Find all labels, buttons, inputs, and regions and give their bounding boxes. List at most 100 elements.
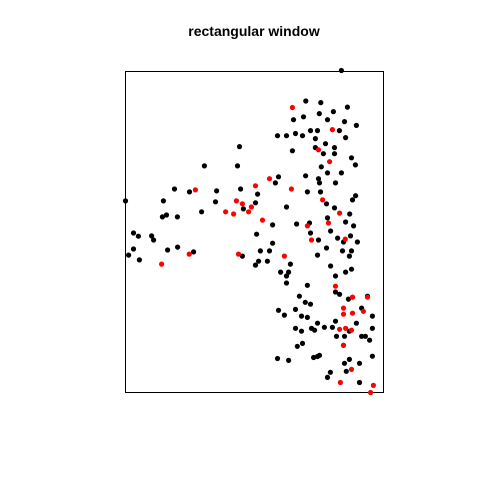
- red-point-8: [320, 197, 325, 202]
- black-point-27: [353, 162, 358, 167]
- black-point-41: [305, 189, 310, 194]
- black-point-85: [347, 254, 352, 259]
- black-point-34: [303, 173, 308, 178]
- black-point-66: [343, 219, 348, 224]
- black-point-128: [342, 334, 347, 339]
- red-point-38: [338, 380, 343, 385]
- black-point-114: [354, 321, 359, 326]
- red-point-2: [316, 147, 321, 152]
- black-point-28: [237, 144, 242, 149]
- black-point-48: [255, 192, 260, 197]
- black-point-112: [276, 308, 281, 313]
- black-point-87: [175, 245, 180, 250]
- black-point-32: [339, 170, 344, 175]
- black-point-13: [337, 128, 342, 133]
- black-point-151: [357, 380, 362, 385]
- black-point-6: [291, 117, 296, 122]
- black-point-145: [275, 356, 280, 361]
- black-point-111: [308, 302, 313, 307]
- red-point-12: [337, 211, 342, 216]
- red-point-20: [309, 237, 314, 242]
- black-point-44: [172, 186, 177, 191]
- black-point-14: [275, 133, 280, 138]
- chart-title: rectangular window: [188, 23, 320, 39]
- black-point-149: [328, 370, 333, 375]
- black-point-65: [270, 222, 275, 227]
- black-point-12: [308, 128, 313, 133]
- black-point-23: [321, 151, 326, 156]
- black-point-68: [131, 230, 136, 235]
- black-point-98: [278, 270, 283, 275]
- black-point-109: [297, 294, 302, 299]
- black-point-3: [345, 105, 350, 110]
- black-point-62: [325, 215, 330, 220]
- red-point-17: [326, 220, 331, 225]
- black-point-52: [332, 205, 337, 210]
- black-point-18: [313, 136, 318, 141]
- black-point-115: [333, 319, 338, 324]
- black-point-150: [325, 375, 330, 380]
- red-point-7: [193, 187, 198, 192]
- black-point-91: [131, 246, 136, 251]
- black-point-138: [370, 326, 375, 331]
- red-point-36: [341, 343, 346, 348]
- red-point-6: [289, 186, 294, 191]
- black-point-136: [363, 334, 368, 339]
- black-point-93: [137, 257, 142, 262]
- black-point-107: [305, 283, 310, 288]
- black-point-70: [328, 228, 333, 233]
- black-point-96: [265, 259, 270, 264]
- red-point-37: [349, 367, 354, 372]
- red-point-13: [223, 209, 228, 214]
- black-point-77: [267, 248, 272, 253]
- black-point-40: [318, 189, 323, 194]
- red-point-4: [267, 176, 272, 181]
- black-point-25: [332, 151, 337, 156]
- black-point-126: [299, 329, 304, 334]
- black-point-139: [370, 314, 375, 319]
- black-point-26: [349, 155, 354, 160]
- black-point-82: [151, 237, 156, 242]
- black-point-5: [317, 111, 322, 116]
- black-point-75: [355, 239, 360, 244]
- black-point-15: [284, 133, 289, 138]
- red-point-14: [231, 211, 236, 216]
- black-point-125: [309, 326, 314, 331]
- black-point-105: [284, 280, 289, 285]
- red-point-39: [371, 383, 376, 388]
- black-point-33: [325, 170, 330, 175]
- red-point-31: [343, 326, 348, 331]
- black-point-67: [351, 223, 356, 228]
- red-point-5: [253, 183, 258, 188]
- red-point-30: [341, 306, 346, 311]
- red-point-11: [249, 204, 254, 209]
- black-point-132: [300, 341, 305, 346]
- black-point-122: [322, 325, 327, 330]
- red-point-21: [282, 254, 287, 259]
- red-point-40: [368, 390, 373, 395]
- red-point-34: [337, 327, 342, 332]
- black-point-127: [334, 334, 339, 339]
- black-point-97: [253, 263, 258, 268]
- black-point-29: [202, 163, 207, 168]
- black-point-38: [333, 180, 338, 185]
- black-point-53: [347, 211, 352, 216]
- black-point-135: [317, 353, 322, 358]
- black-point-51: [324, 201, 329, 206]
- black-point-83: [165, 247, 170, 252]
- black-point-49: [253, 200, 258, 205]
- black-point-146: [357, 361, 362, 366]
- red-point-1: [330, 127, 335, 132]
- black-point-64: [294, 221, 299, 226]
- black-point-11: [315, 128, 320, 133]
- black-point-31: [319, 164, 324, 169]
- black-point-69: [308, 230, 313, 235]
- black-point-117: [305, 315, 310, 320]
- black-point-19: [343, 135, 348, 140]
- black-point-0: [339, 68, 344, 73]
- red-point-22: [236, 252, 241, 257]
- red-point-16: [260, 218, 265, 223]
- black-point-80: [316, 237, 321, 242]
- black-point-35: [276, 174, 281, 179]
